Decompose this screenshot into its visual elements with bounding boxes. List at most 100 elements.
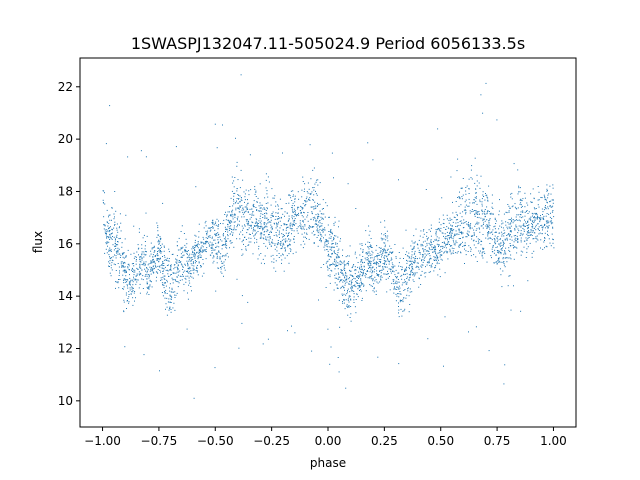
data-point xyxy=(118,287,120,289)
data-point xyxy=(468,205,470,207)
data-point xyxy=(380,261,382,263)
data-point xyxy=(343,293,345,295)
data-point xyxy=(313,219,314,221)
data-point xyxy=(350,287,351,289)
data-point xyxy=(139,257,141,259)
data-point xyxy=(397,293,399,295)
data-point xyxy=(137,248,139,250)
data-point xyxy=(475,200,477,202)
data-point xyxy=(157,251,158,252)
data-point xyxy=(428,271,430,273)
data-point xyxy=(458,196,460,197)
data-point xyxy=(505,257,507,259)
data-point xyxy=(422,236,424,238)
data-point xyxy=(127,300,128,301)
data-point xyxy=(329,265,331,267)
data-point xyxy=(132,267,133,269)
data-point xyxy=(230,228,232,230)
data-point xyxy=(244,236,246,238)
data-point xyxy=(481,255,483,257)
data-point xyxy=(359,286,361,287)
data-point xyxy=(512,205,514,207)
data-point xyxy=(169,283,171,285)
data-point xyxy=(309,226,311,228)
data-point xyxy=(220,268,222,270)
data-point xyxy=(518,230,520,232)
data-point xyxy=(553,199,554,201)
data-point xyxy=(122,274,124,276)
data-point xyxy=(288,232,290,234)
data-point xyxy=(455,252,457,254)
data-point xyxy=(499,244,501,246)
data-point xyxy=(161,279,163,281)
data-point xyxy=(382,252,384,254)
data-point xyxy=(509,227,511,229)
data-point xyxy=(169,290,171,292)
data-point xyxy=(176,271,178,273)
data-point xyxy=(276,218,278,220)
data-point xyxy=(288,234,289,236)
data-point xyxy=(250,216,252,218)
data-point xyxy=(204,241,206,243)
data-point xyxy=(401,266,403,268)
data-point xyxy=(469,227,471,229)
data-point xyxy=(168,258,170,259)
data-point xyxy=(304,205,306,207)
data-point xyxy=(509,235,511,237)
data-point xyxy=(129,282,131,284)
data-point xyxy=(139,256,141,257)
data-point xyxy=(114,264,116,266)
data-point xyxy=(420,230,422,232)
data-point xyxy=(260,237,262,239)
data-point xyxy=(324,249,326,251)
data-point xyxy=(541,208,543,210)
data-point xyxy=(146,235,148,237)
data-point xyxy=(157,269,159,270)
data-point xyxy=(311,232,313,234)
data-point xyxy=(238,220,240,222)
data-point xyxy=(160,265,162,266)
data-point xyxy=(328,216,330,218)
data-point xyxy=(370,267,372,269)
data-point xyxy=(414,259,416,261)
data-point xyxy=(193,269,195,271)
data-point xyxy=(398,316,400,318)
data-point xyxy=(487,225,489,227)
data-point xyxy=(337,236,339,238)
data-point xyxy=(242,207,244,209)
data-point xyxy=(319,220,321,222)
data-point xyxy=(520,310,522,312)
data-point xyxy=(274,248,276,250)
data-point xyxy=(168,248,170,250)
data-point xyxy=(178,237,180,239)
data-point xyxy=(294,212,296,214)
data-point xyxy=(509,238,511,240)
data-point xyxy=(320,225,322,227)
data-point xyxy=(463,219,465,221)
data-point xyxy=(388,263,390,265)
data-point xyxy=(198,223,200,225)
data-point xyxy=(108,227,110,229)
data-point xyxy=(465,236,467,238)
data-point xyxy=(460,204,462,206)
data-point xyxy=(180,263,182,265)
data-point xyxy=(544,238,546,240)
data-point xyxy=(264,215,266,217)
data-point xyxy=(266,239,268,241)
data-point xyxy=(239,201,241,203)
data-point xyxy=(313,194,315,196)
data-point xyxy=(245,249,247,251)
data-point xyxy=(194,247,195,249)
data-point xyxy=(252,206,254,208)
data-point xyxy=(371,254,373,256)
data-point xyxy=(199,249,200,251)
data-point xyxy=(544,240,545,241)
data-point xyxy=(285,203,287,204)
data-point xyxy=(284,223,286,225)
data-point xyxy=(259,210,261,212)
data-point xyxy=(290,249,292,251)
data-point xyxy=(153,272,154,274)
data-point xyxy=(111,259,113,261)
data-point xyxy=(473,244,475,246)
data-point xyxy=(224,269,226,271)
